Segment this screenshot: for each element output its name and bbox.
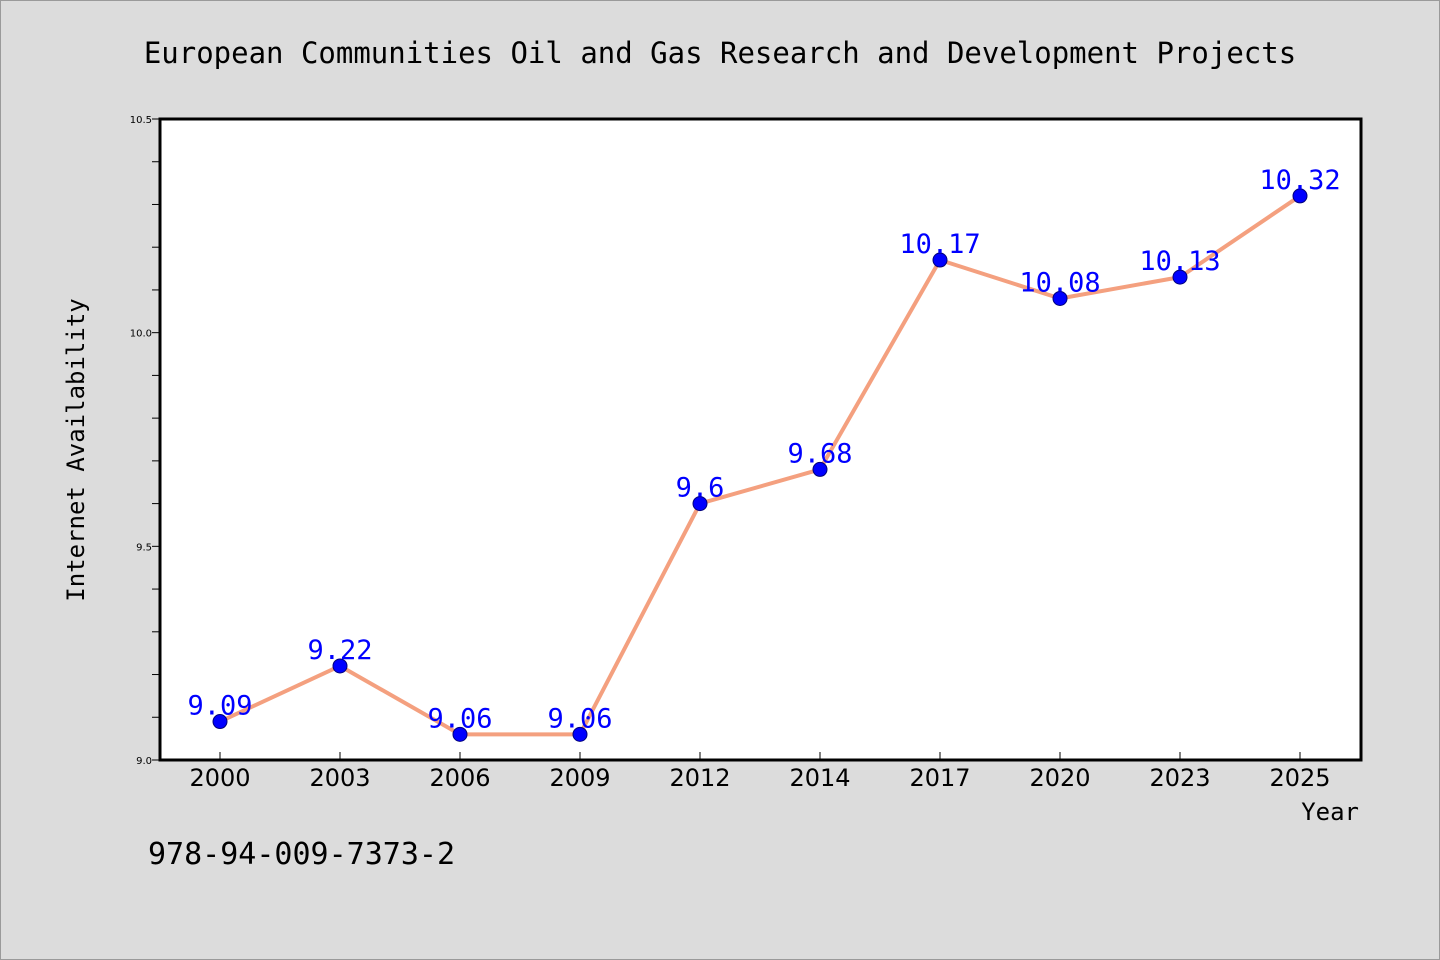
series-line <box>219 194 1302 737</box>
plot-area <box>158 117 1363 762</box>
data-point <box>932 252 948 268</box>
data-label: 9.22 <box>307 635 372 666</box>
y-tick-label: 10.5 <box>130 115 152 126</box>
data-label: 9.06 <box>427 703 492 734</box>
data-label: 10.08 <box>1019 267 1100 298</box>
x-tick-label: 2025 <box>1269 764 1330 792</box>
data-label: 10.32 <box>1259 165 1340 196</box>
x-tick-label: 2023 <box>1149 764 1210 792</box>
x-tick-label: 2009 <box>549 764 610 792</box>
footnote-isbn: 978-94-009-7373-2 <box>148 837 455 872</box>
x-tick-label: 2003 <box>309 764 370 792</box>
x-tick-label: 2000 <box>189 764 250 792</box>
y-tick-label: 9.5 <box>136 542 152 553</box>
x-axis-label: Year <box>1301 798 1359 826</box>
data-label: 9.09 <box>187 691 252 722</box>
y-tick-label: 9.0 <box>136 756 152 767</box>
series-layer: 9.09 9.22 9.06 9.06 9.6 9.68 10.17 10.08 10.13 10… <box>187 165 1341 742</box>
y-axis-label: Internet Availability <box>62 298 90 601</box>
data-point <box>212 714 228 730</box>
data-label: 10.13 <box>1139 246 1220 277</box>
x-tick-label: 2017 <box>909 764 970 792</box>
data-point <box>572 726 588 742</box>
data-point <box>452 726 468 742</box>
data-label: 9.6 <box>676 473 725 504</box>
data-point <box>1172 269 1188 285</box>
x-tick-label: 2012 <box>669 764 730 792</box>
x-tick-label: 2020 <box>1029 764 1090 792</box>
x-tick-label: 2014 <box>789 764 850 792</box>
x-axis: 2000 2003 2006 2009 2012 2014 2017 2020 2023 2025 <box>189 752 1331 792</box>
data-label: 10.17 <box>899 229 980 260</box>
x-tick-label: 2006 <box>429 764 490 792</box>
y-axis: 9.0 9.5 10.0 10.5 <box>130 115 160 767</box>
data-point <box>1052 290 1068 306</box>
data-point <box>1292 188 1308 204</box>
y-tick-label: 10.0 <box>130 329 152 340</box>
chart-title: European Communities Oil and Gas Researc… <box>144 36 1296 70</box>
data-point <box>332 658 348 674</box>
data-label: 9.06 <box>547 703 612 734</box>
data-point <box>692 496 708 512</box>
data-point <box>812 461 828 477</box>
data-label: 9.68 <box>787 438 852 469</box>
